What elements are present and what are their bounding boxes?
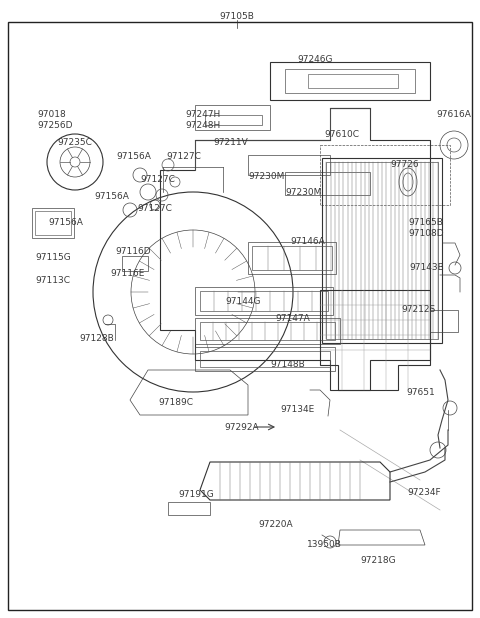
Text: 97113C: 97113C (35, 276, 70, 285)
Text: 97156A: 97156A (116, 152, 151, 161)
Text: 97256D: 97256D (37, 121, 72, 130)
Bar (320, 145, 450, 205)
Text: 97127C: 97127C (137, 204, 172, 213)
Text: 97218G: 97218G (360, 556, 396, 565)
Text: 97247H: 97247H (185, 110, 220, 119)
Text: 13950B: 13950B (307, 540, 342, 549)
Text: 97230M: 97230M (285, 188, 322, 197)
Text: 97292A: 97292A (224, 423, 259, 432)
Bar (195, 287, 333, 315)
Text: 97230M: 97230M (248, 172, 284, 181)
Text: 97148B: 97148B (270, 360, 305, 369)
Text: 97116D: 97116D (115, 247, 151, 256)
Text: 97147A: 97147A (275, 314, 310, 323)
Bar (322, 158, 442, 343)
Text: 97127C: 97127C (140, 175, 175, 184)
Text: 97156A: 97156A (48, 218, 83, 227)
Bar (200, 322, 335, 340)
Text: 97246G: 97246G (297, 55, 333, 64)
Bar (200, 291, 328, 311)
Text: 97144G: 97144G (225, 297, 261, 306)
Text: 97105B: 97105B (219, 12, 254, 21)
Bar (195, 347, 335, 371)
Text: 97651: 97651 (406, 388, 435, 397)
Text: 97191G: 97191G (178, 490, 214, 499)
Bar (32, 208, 74, 238)
Text: 97127C: 97127C (166, 152, 201, 161)
Text: 97128B: 97128B (79, 334, 114, 343)
Text: 97165B: 97165B (408, 218, 443, 227)
Text: 97610C: 97610C (324, 130, 360, 139)
Bar (248, 242, 336, 274)
Text: 97156A: 97156A (94, 192, 129, 201)
Text: 97234F: 97234F (407, 488, 441, 497)
Text: 97115G: 97115G (35, 253, 71, 262)
Text: 97134E: 97134E (280, 405, 314, 414)
Text: 97212S: 97212S (401, 305, 435, 314)
Bar (195, 318, 340, 344)
Text: 97248H: 97248H (185, 121, 220, 130)
Text: 97235C: 97235C (57, 138, 92, 147)
Text: 97143B: 97143B (409, 263, 444, 272)
Bar (326, 162, 438, 339)
Text: 97726: 97726 (390, 160, 419, 169)
Text: 97220A: 97220A (258, 520, 293, 529)
Bar (122, 256, 148, 271)
Text: 97146A: 97146A (290, 237, 325, 246)
Bar (252, 246, 332, 270)
Text: 97018: 97018 (37, 110, 66, 119)
Text: 97189C: 97189C (158, 398, 193, 407)
Bar (35, 211, 71, 235)
Text: 97616A: 97616A (436, 110, 471, 119)
Bar (200, 351, 330, 367)
Text: 97116E: 97116E (110, 269, 144, 278)
Bar (430, 310, 458, 332)
Text: 97108D: 97108D (408, 229, 444, 238)
Text: 97211V: 97211V (213, 138, 248, 147)
